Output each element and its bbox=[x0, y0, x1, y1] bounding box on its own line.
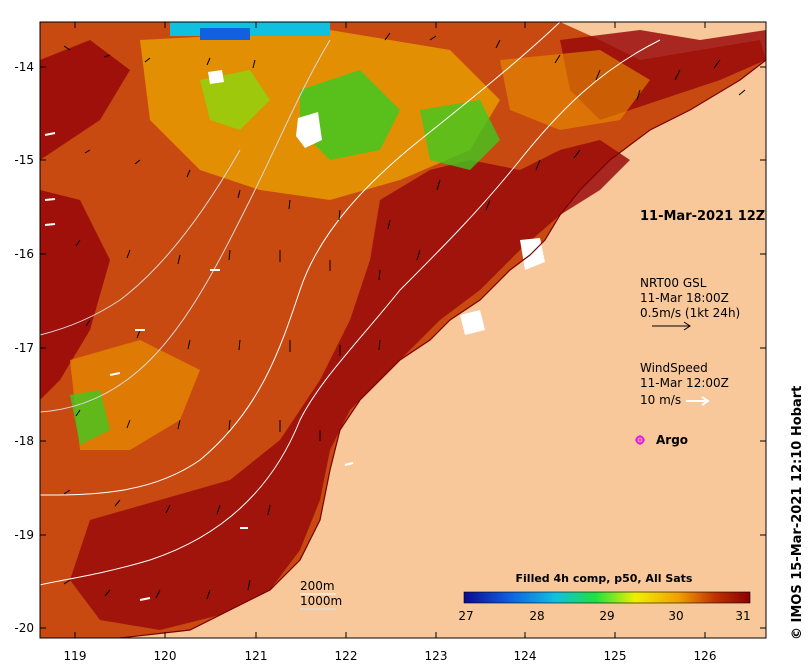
isobath-1000m bbox=[40, 22, 561, 496]
cold-region bbox=[200, 70, 270, 130]
y-tick-label: -16 bbox=[14, 247, 34, 261]
y-axis bbox=[40, 66, 766, 629]
wind-vectors bbox=[44, 132, 354, 601]
no-data-patch bbox=[460, 310, 485, 335]
wind-legend-time: 11-Mar 12:00Z bbox=[640, 376, 729, 390]
current-legend-title: NRT00 GSL bbox=[640, 276, 707, 290]
wind-legend-title: WindSpeed bbox=[640, 361, 708, 375]
wind-legend-scale: 10 m/s bbox=[640, 393, 681, 407]
no-data-patch bbox=[208, 70, 224, 84]
cold-region bbox=[300, 70, 400, 160]
current-scale-arrow bbox=[652, 321, 691, 331]
isobath-legend-200m: 200m bbox=[300, 579, 335, 593]
x-tick-label: 124 bbox=[514, 649, 537, 663]
cool-region bbox=[500, 50, 650, 130]
colorbar-tick: 31 bbox=[735, 609, 750, 623]
colorbar-tick: 30 bbox=[668, 609, 683, 623]
argo-label: Argo bbox=[656, 433, 688, 447]
x-tick-label: 119 bbox=[64, 649, 87, 663]
map-timestamp: 11-Mar-2021 12Z bbox=[640, 209, 765, 224]
current-legend-scale: 0.5m/s (1kt 24h) bbox=[640, 306, 740, 320]
y-tick-label: -14 bbox=[14, 60, 34, 74]
warm-region bbox=[40, 190, 110, 400]
isobath-contour bbox=[40, 39, 331, 413]
colorbar-tick: 28 bbox=[529, 609, 544, 623]
x-tick-label: 125 bbox=[604, 649, 627, 663]
cold-region bbox=[420, 100, 500, 170]
isobath-contour bbox=[40, 149, 241, 336]
y-tick-label: -18 bbox=[14, 434, 34, 448]
y-tick-label: -20 bbox=[14, 621, 34, 635]
x-tick-label: 123 bbox=[425, 649, 448, 663]
argo-marker bbox=[635, 435, 645, 445]
colorbar-tick: 29 bbox=[599, 609, 614, 623]
current-vectors bbox=[63, 32, 746, 600]
cold-strip bbox=[200, 28, 250, 40]
isobath-legend-1000m: 1000m bbox=[300, 594, 342, 608]
plot-frame bbox=[39, 21, 767, 639]
warm-region bbox=[40, 40, 130, 160]
x-tick-label: 121 bbox=[245, 649, 268, 663]
x-tick-label: 120 bbox=[154, 649, 177, 663]
colorbar-tick: 27 bbox=[458, 609, 473, 623]
x-tick-label: 122 bbox=[335, 649, 358, 663]
warm-region bbox=[70, 140, 630, 630]
y-tick-label: -19 bbox=[14, 528, 34, 542]
colorbar bbox=[463, 591, 751, 604]
y-tick-label: -17 bbox=[14, 341, 34, 355]
no-data-patch bbox=[296, 112, 322, 148]
isobath-200m bbox=[40, 39, 661, 586]
x-tick-label: 126 bbox=[694, 649, 717, 663]
x-axis bbox=[74, 22, 706, 638]
cold-region bbox=[70, 390, 110, 445]
coastline bbox=[119, 59, 766, 638]
imos-credit: © IMOS 15-Mar-2021 12:10 Hobart bbox=[790, 385, 805, 640]
y-tick-label: -15 bbox=[14, 153, 34, 167]
colorbar-title: Filled 4h comp, p50, All Sats bbox=[516, 572, 693, 585]
current-legend-time: 11-Mar 18:00Z bbox=[640, 291, 729, 305]
wind-scale-arrow bbox=[686, 396, 710, 406]
